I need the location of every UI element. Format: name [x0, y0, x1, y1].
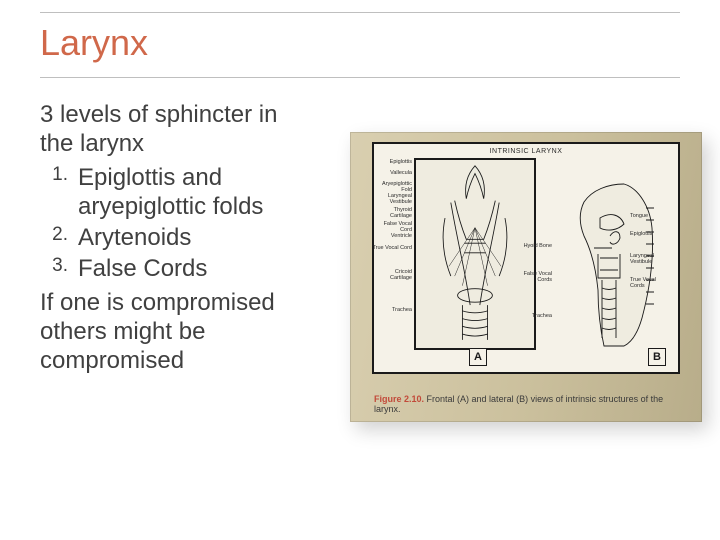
list-num: 3.: [40, 254, 78, 277]
label: Vallecula: [372, 171, 412, 177]
label: Epiglottis: [630, 232, 664, 238]
label: False Vocal Cord: [372, 222, 412, 234]
closing-line: others might be: [40, 317, 345, 346]
label: True Vocal Cords: [630, 278, 664, 290]
label: Cricoid Cartilage: [372, 270, 412, 282]
label: Thyroid Cartilage: [372, 208, 412, 220]
list-num: 2.: [40, 223, 78, 246]
list-text: Epiglottis and aryepiglottic folds: [78, 163, 345, 222]
figure-photo: INTRINSIC LARYNX: [350, 132, 702, 422]
panel-b: Hyoid Bone False Vocal Cords Trachea Ton…: [554, 178, 660, 348]
label: Trachea: [520, 314, 552, 320]
slide-title: Larynx: [40, 22, 148, 64]
list-item: 3. False Cords: [40, 254, 345, 283]
label: Laryngeal Vestibule: [372, 194, 412, 206]
label: Epiglottis: [372, 160, 412, 166]
label: Hyoid Bone: [520, 244, 552, 250]
closing-line: If one is compromised: [40, 288, 345, 317]
body-text: 3 levels of sphincter in the larynx 1. E…: [40, 100, 345, 375]
divider-bottom: [40, 77, 680, 78]
list-item: 1. Epiglottis and aryepiglottic folds: [40, 163, 345, 222]
intro-line: the larynx: [40, 129, 345, 158]
frontal-larynx-icon: [416, 160, 534, 346]
closing: If one is compromised others might be co…: [40, 288, 345, 376]
list-text: False Cords: [78, 254, 345, 283]
label: Aryepiglottic Fold: [372, 182, 412, 194]
list-num: 1.: [40, 163, 78, 186]
label: Trachea: [372, 308, 412, 314]
figure-frame: INTRINSIC LARYNX: [372, 142, 680, 374]
closing-line: compromised: [40, 346, 345, 375]
label: Ventricle: [372, 234, 412, 240]
numbered-list: 1. Epiglottis and aryepiglottic folds 2.…: [40, 163, 345, 284]
slide: { "title": { "text": "Larynx", "color": …: [0, 0, 720, 540]
figure-number: Figure 2.10.: [374, 394, 424, 404]
label: True Vocal Cord: [372, 246, 412, 252]
list-item: 2. Arytenoids: [40, 223, 345, 252]
figure-caption: Figure 2.10. Frontal (A) and lateral (B)…: [374, 394, 686, 414]
label: Tongue: [630, 214, 664, 220]
divider-top: [40, 12, 680, 13]
label: False Vocal Cords: [520, 272, 552, 284]
label: Laryngeal Vestibule: [630, 254, 664, 266]
panel-a: [414, 158, 536, 350]
panel-a-label: A: [469, 348, 487, 366]
list-text: Arytenoids: [78, 223, 345, 252]
panel-b-label: B: [648, 348, 666, 366]
figure-inner-title: INTRINSIC LARYNX: [490, 148, 563, 155]
intro-line: 3 levels of sphincter in: [40, 100, 345, 129]
intro: 3 levels of sphincter in the larynx: [40, 100, 345, 159]
